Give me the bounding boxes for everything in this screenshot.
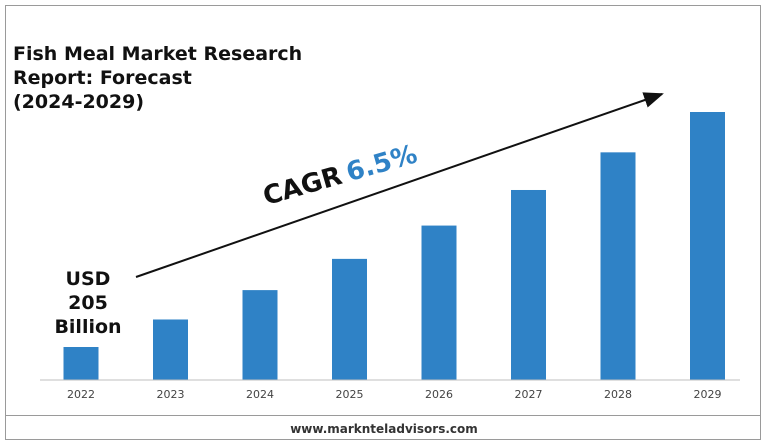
bar-2022 <box>63 347 99 380</box>
title-line-3: (2024-2029) <box>13 91 145 113</box>
x-tick-label-2022: 2022 <box>67 388 95 401</box>
x-tick-label-2025: 2025 <box>336 388 364 401</box>
x-tick-label-2029: 2029 <box>694 388 722 401</box>
x-tick-label-2027: 2027 <box>515 388 543 401</box>
x-tick-label-2026: 2026 <box>425 388 453 401</box>
bar-2026 <box>421 225 457 380</box>
x-tick-label-2028: 2028 <box>604 388 632 401</box>
x-tick-label-2023: 2023 <box>157 388 185 401</box>
title-line-1: Fish Meal Market Research <box>13 43 303 65</box>
bar-2025 <box>332 258 367 380</box>
bar-2024 <box>242 290 278 380</box>
footer-url[interactable]: www.marknteladvisors.com <box>290 422 478 436</box>
x-tick-label-2024: 2024 <box>246 388 274 401</box>
bar-2027 <box>511 189 546 380</box>
start-value-label: USD 205 Billion <box>48 267 128 339</box>
growth-arrow <box>135 92 664 278</box>
start-value-unit: Billion <box>54 316 122 338</box>
footer-divider <box>5 415 761 416</box>
bar-2029 <box>690 112 725 380</box>
start-value-number: 205 <box>68 292 108 314</box>
title-line-2: Report: Forecast <box>13 67 192 89</box>
start-value-currency: USD <box>65 268 111 290</box>
chart-title: Fish Meal Market Research Report: Foreca… <box>13 42 313 114</box>
bar-2028 <box>600 152 636 380</box>
bar-2023 <box>153 319 188 380</box>
